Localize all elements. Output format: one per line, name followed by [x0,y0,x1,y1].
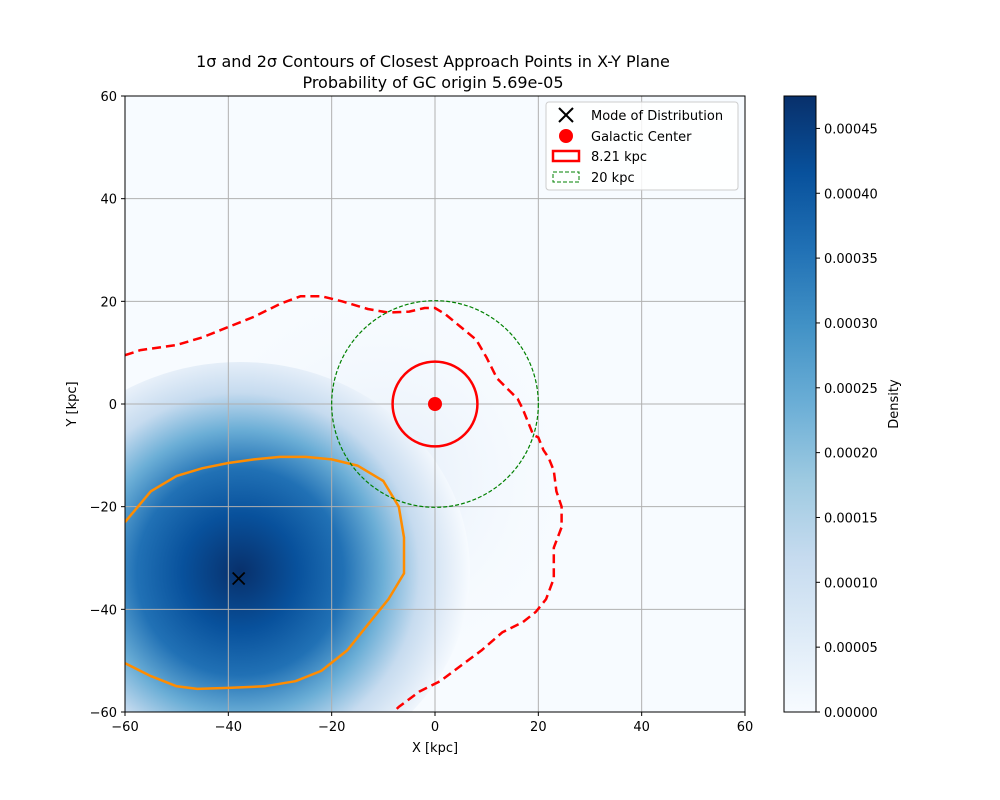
colorbar-ticks: 0.00000 0.00005 0.00010 0.00015 0.00020 0.000… [816,122,878,721]
x-tick-label: −60 [111,720,138,735]
colorbar-tick-label: 0.00020 [824,447,878,462]
colorbar-tick-label: 0.00005 [824,641,878,656]
density-field [125,362,470,712]
y-tick-label: −60 [90,706,117,721]
colorbar-tick-label: 0.00030 [824,317,878,332]
y-tick-label: 0 [109,398,117,413]
contour-1sigma [125,455,406,691]
colorbar-tick-label: 0.00035 [824,252,878,267]
legend-circle-outer-label: 20 kpc [591,171,635,186]
circle-outer [331,300,539,508]
x-tick-label: 40 [633,720,650,735]
legend: Mode of Distribution Galactic Center 8.2… [545,101,739,191]
markers [232,397,442,586]
colorbar-tick-label: 0.00025 [824,382,878,397]
y-axis-label: Y [kpc] [65,381,80,427]
colorbar-tick-label: 0.00040 [824,187,878,202]
colorbar-label: Density [887,379,902,429]
legend-circle-inner-label: 8.21 kpc [591,150,647,165]
legend-mode-icon [558,107,574,123]
x-tick-label: −40 [215,720,242,735]
chart-title: 1σ and 2σ Contours of Closest Approach P… [196,52,670,71]
x-tick-label: 60 [737,720,754,735]
y-tick-label: −40 [90,603,117,618]
y-axis: −60 −40 −20 0 20 40 60 [90,90,125,721]
colorbar-tick-label: 0.00015 [824,511,878,526]
colorbar [783,95,817,713]
x-tick-label: −20 [318,720,345,735]
legend-circle-inner-icon [551,149,581,163]
legend-gc-label: Galactic Center [591,130,692,145]
y-tick-label: 20 [100,295,117,310]
legend-mode-label: Mode of Distribution [591,109,723,124]
colorbar-tick-label: 0.00045 [824,122,878,137]
chart-subtitle: Probability of GC origin 5.69e-05 [302,73,563,92]
y-tick-label: −20 [90,501,117,516]
galactic-center-marker [428,397,442,411]
legend-gc-icon [559,129,573,143]
colorbar-tick-label: 0.00000 [824,706,878,721]
x-axis: −60 −40 −20 0 20 40 60 [111,712,753,735]
legend-circle-outer-icon [552,171,580,183]
legend-box [545,101,739,191]
contours [125,294,563,712]
mode-marker [232,571,246,586]
circle-inner [391,360,479,448]
colorbar-tick-label: 0.00010 [824,576,878,591]
y-tick-label: 60 [100,90,117,105]
x-axis-label: X [kpc] [412,741,458,756]
x-tick-label: 0 [431,720,439,735]
y-tick-label: 40 [100,193,117,208]
contour-2sigma [125,294,563,712]
x-tick-label: 20 [530,720,547,735]
